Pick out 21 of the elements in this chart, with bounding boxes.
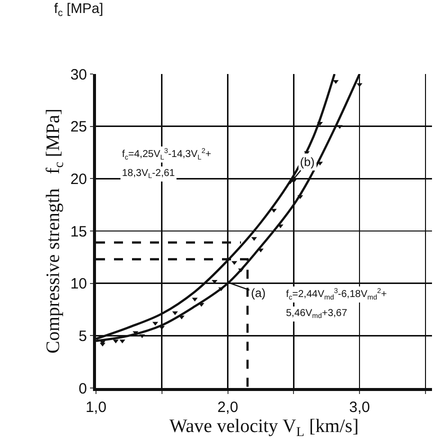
annotation: (a) <box>251 286 266 300</box>
point <box>172 311 178 316</box>
x-tick-label: 1,0 <box>86 399 106 416</box>
y-tick-label: 30 <box>70 66 87 84</box>
annotation: 5,46V$_{md}$+3,67 <box>286 308 348 320</box>
point <box>238 268 244 272</box>
annotation: 18,3V$_{L}$-2,61 <box>122 168 176 180</box>
text: f$_{c}$=2,44V$_{md}$$^{3}$-6,18V$_{md}$$^{2}$+ <box>286 288 387 302</box>
text: f$_{c}$=4,25V$_{L}$$^{3}$-14,3V$_{L}$$^{2}$+ <box>122 148 212 162</box>
y-tick-label: 25 <box>70 118 87 136</box>
y-tick-label: 0 <box>78 380 87 398</box>
x-tick-label: 2,0 <box>217 399 238 416</box>
y-tick-label: 20 <box>70 170 87 188</box>
x-tick-label: 3,0 <box>349 399 370 416</box>
text: f$_{c}$ [MPa] <box>54 0 104 19</box>
y-tick-label: 5 <box>78 328 87 345</box>
y-tick-label: 10 <box>70 276 87 293</box>
point <box>317 122 323 126</box>
x-axis-title: Wave velocity V$_{L}$ [km/s] <box>169 416 359 439</box>
y-tick-label: 15 <box>70 223 87 240</box>
annotation: (b) <box>300 155 315 169</box>
